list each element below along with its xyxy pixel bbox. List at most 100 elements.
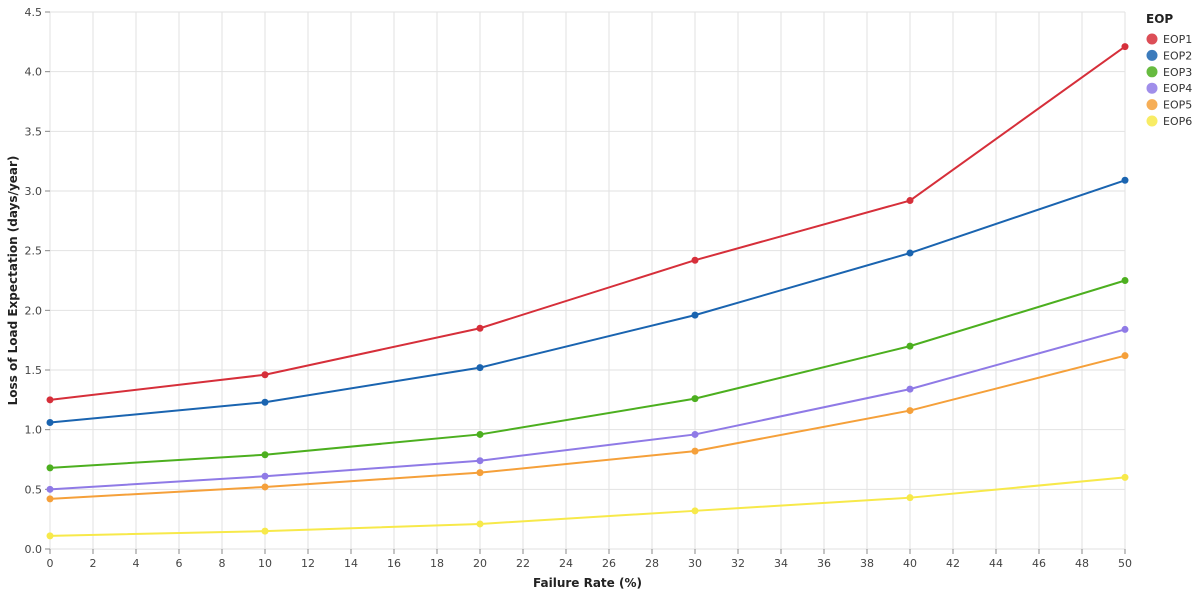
data-point xyxy=(906,249,914,257)
x-tick-label: 30 xyxy=(688,557,702,570)
x-tick-label: 46 xyxy=(1032,557,1046,570)
data-point xyxy=(1121,176,1129,184)
data-point xyxy=(906,342,914,350)
x-tick-label: 32 xyxy=(731,557,745,570)
data-point xyxy=(691,430,699,438)
data-point xyxy=(1121,473,1129,481)
legend-item: EOP1 xyxy=(1146,33,1192,46)
x-tick-label: 18 xyxy=(430,557,444,570)
y-tick-label: 1.5 xyxy=(25,364,43,377)
series-line xyxy=(49,328,1126,491)
x-tick-label: 50 xyxy=(1118,557,1132,570)
legend-label: EOP4 xyxy=(1163,82,1192,95)
data-point xyxy=(261,483,269,491)
x-tick-label: 22 xyxy=(516,557,530,570)
series-eop4 xyxy=(46,325,1129,493)
x-tick-label: 24 xyxy=(559,557,573,570)
legend-title: EOP xyxy=(1146,12,1173,26)
x-tick-label: 2 xyxy=(90,557,97,570)
x-axis-ticks: 0 2 4 6 8 10 12 14 16 18 20 22 24 26 28 30 32 34 36 38 40 42 4… xyxy=(47,549,1132,570)
x-tick-label: 10 xyxy=(258,557,272,570)
data-point xyxy=(906,385,914,393)
series-eop1 xyxy=(46,43,1129,404)
legend-swatch xyxy=(1146,49,1158,61)
data-point xyxy=(476,364,484,372)
y-tick-label: 4.0 xyxy=(25,66,43,79)
data-point xyxy=(476,430,484,438)
data-point xyxy=(261,398,269,406)
legend-label: EOP3 xyxy=(1163,66,1192,79)
y-tick-label: 4.5 xyxy=(25,6,43,19)
y-tick-label: 1.0 xyxy=(25,424,43,437)
series-line xyxy=(49,179,1126,424)
x-tick-label: 44 xyxy=(989,557,1003,570)
data-point xyxy=(261,527,269,535)
grid xyxy=(49,11,1126,550)
legend-swatch xyxy=(1146,33,1158,45)
x-tick-label: 48 xyxy=(1075,557,1089,570)
x-tick-label: 34 xyxy=(774,557,788,570)
data-point xyxy=(906,494,914,502)
x-tick-label: 36 xyxy=(817,557,831,570)
data-point xyxy=(46,495,54,503)
y-tick-label: 3.0 xyxy=(25,185,43,198)
x-tick-label: 16 xyxy=(387,557,401,570)
x-tick-label: 0 xyxy=(47,557,54,570)
x-tick-label: 6 xyxy=(176,557,183,570)
legend-swatch xyxy=(1146,115,1158,127)
series-eop3 xyxy=(46,277,1129,472)
data-point xyxy=(691,256,699,264)
series-eop5 xyxy=(46,352,1129,503)
data-point xyxy=(476,520,484,528)
x-axis-title: Failure Rate (%) xyxy=(533,576,642,590)
y-tick-label: 2.0 xyxy=(25,304,43,317)
x-tick-label: 12 xyxy=(301,557,315,570)
x-tick-label: 40 xyxy=(903,557,917,570)
data-point xyxy=(46,485,54,493)
legend-label: EOP5 xyxy=(1163,99,1192,112)
data-point xyxy=(906,197,914,205)
data-point xyxy=(691,447,699,455)
legend-label: EOP2 xyxy=(1163,49,1192,62)
legend-label: EOP6 xyxy=(1163,115,1192,128)
legend-item: EOP5 xyxy=(1146,99,1192,112)
legend: EOP EOP1 EOP2 EOP3 EOP4 EOP5 EOP6 xyxy=(1146,12,1192,128)
legend-item: EOP4 xyxy=(1146,82,1192,95)
data-point xyxy=(476,469,484,477)
data-point xyxy=(46,419,54,427)
x-tick-label: 26 xyxy=(602,557,616,570)
x-tick-label: 42 xyxy=(946,557,960,570)
data-point xyxy=(691,395,699,403)
y-tick-label: 0.5 xyxy=(25,483,43,496)
legend-item: EOP3 xyxy=(1146,66,1192,79)
x-tick-label: 28 xyxy=(645,557,659,570)
y-axis-title: Loss of Load Expectation (days/year) xyxy=(6,156,20,406)
data-point xyxy=(1121,277,1129,284)
legend-item: EOP2 xyxy=(1146,49,1192,62)
data-point xyxy=(46,532,54,540)
y-tick-label: 2.5 xyxy=(25,245,43,258)
legend-swatch xyxy=(1146,66,1158,78)
series-line xyxy=(49,354,1126,500)
data-point xyxy=(261,451,269,459)
y-tick-label: 0.0 xyxy=(25,543,43,556)
x-tick-label: 14 xyxy=(344,557,358,570)
data-point xyxy=(476,324,484,332)
data-point xyxy=(261,371,269,379)
series-line xyxy=(49,476,1126,537)
data-point xyxy=(691,507,699,515)
series-line xyxy=(49,45,1126,401)
y-tick-label: 3.5 xyxy=(25,125,43,138)
y-axis-ticks: 0.0 0.5 1.0 1.5 2.0 2.5 3.0 3.5 4.0 4.5 xyxy=(25,6,50,556)
data-point xyxy=(46,464,54,472)
x-tick-label: 4 xyxy=(133,557,140,570)
data-point xyxy=(691,311,699,319)
data-point xyxy=(1121,43,1129,51)
legend-swatch xyxy=(1146,82,1158,94)
x-tick-label: 38 xyxy=(860,557,874,570)
legend-swatch xyxy=(1146,99,1158,111)
x-tick-label: 8 xyxy=(219,557,226,570)
data-point xyxy=(476,457,484,465)
